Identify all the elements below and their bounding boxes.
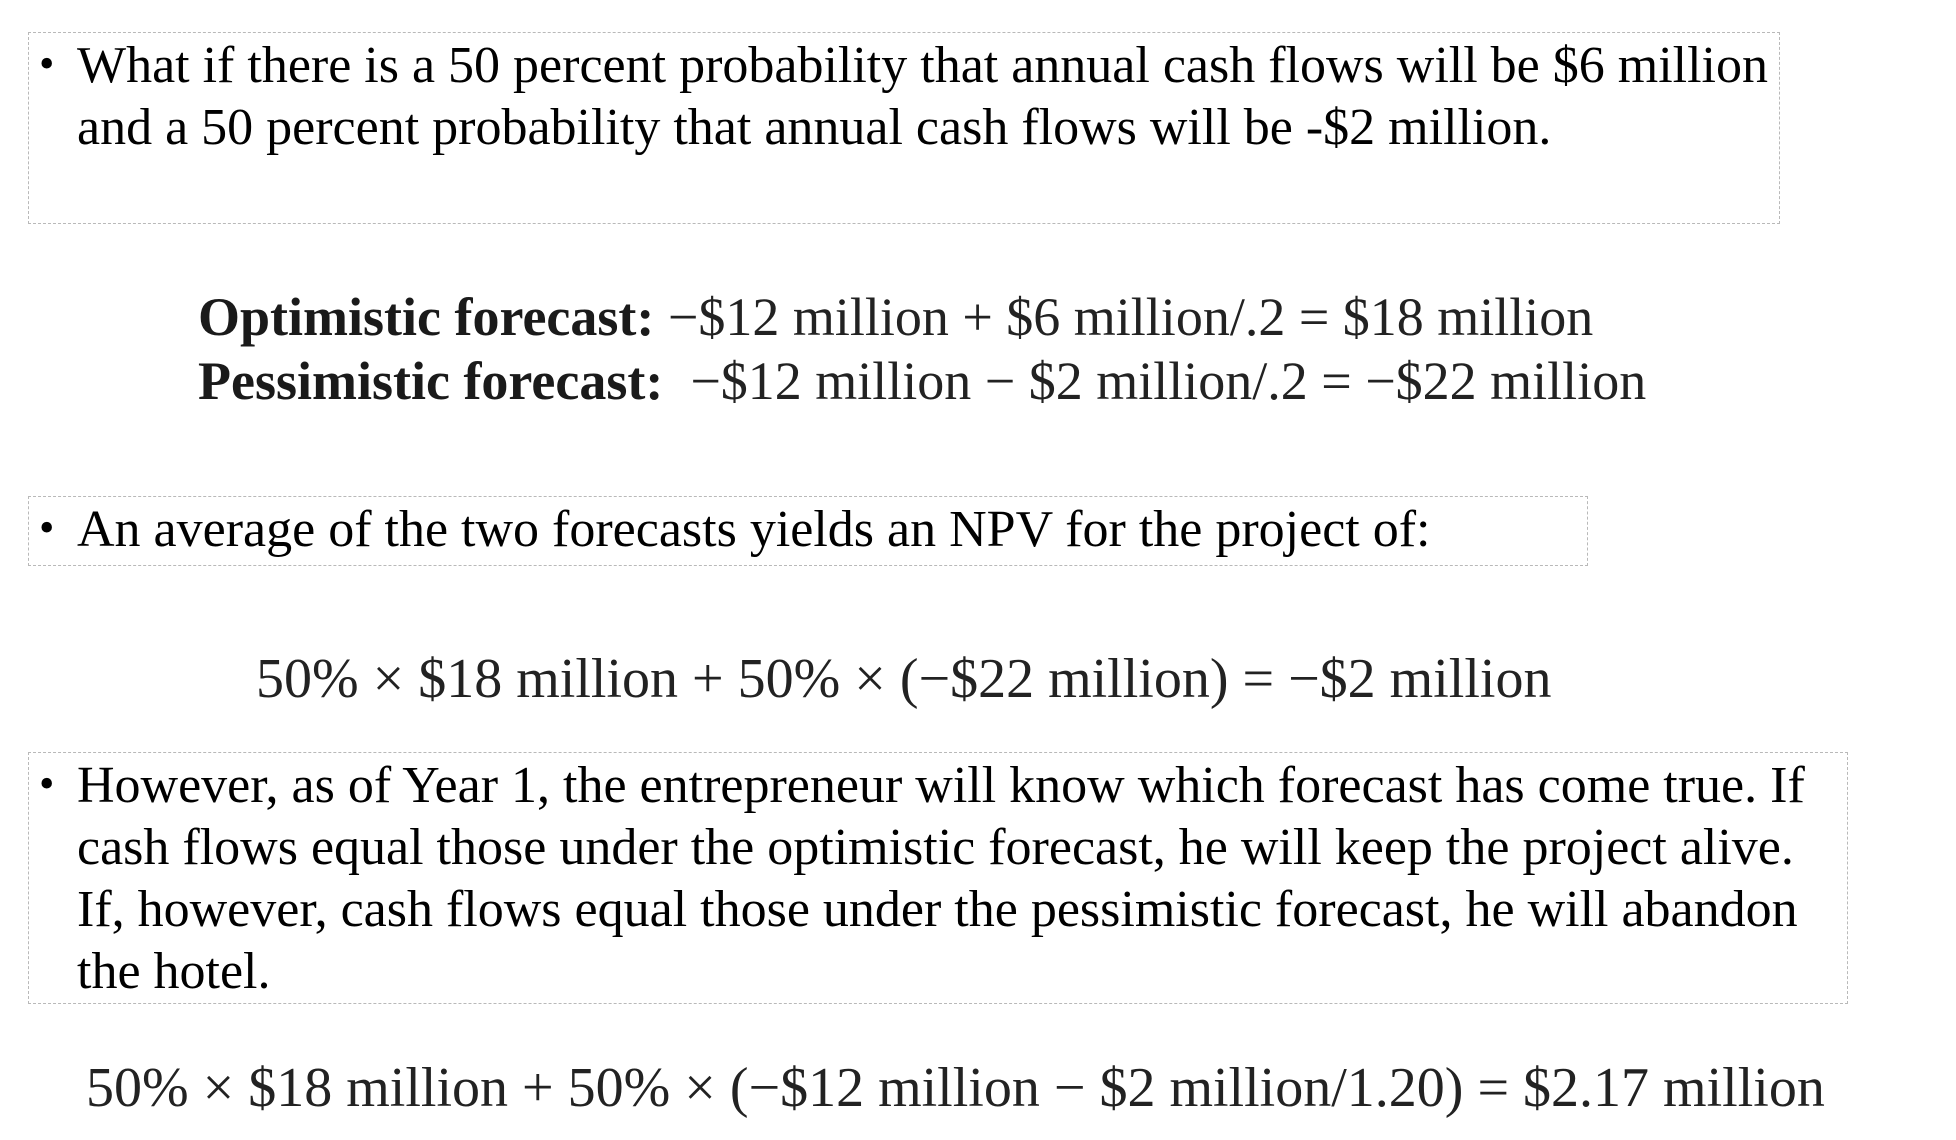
abandonment-npv-formula: 50% × $18 million + 50% × (−$12 million … (86, 1057, 1825, 1119)
optimistic-forecast-expression: −$12 million + $6 million/.2 = $18 milli… (654, 287, 1594, 347)
optimistic-forecast-formula: Optimistic forecast: −$12 million + $6 m… (198, 284, 1593, 350)
bullet-text-box-1: • What if there is a 50 percent probabil… (28, 32, 1780, 224)
pessimistic-forecast-label: Pessimistic forecast: (198, 351, 664, 411)
pessimistic-forecast-expression: −$12 million − $2 million/.2 = −$22 mill… (663, 351, 1647, 411)
bullet-text-3: However, as of Year 1, the entrepreneur … (77, 757, 1805, 1000)
bullet-text-1: What if there is a 50 percent probabilit… (77, 37, 1768, 156)
bullet-text-2: An average of the two forecasts yields a… (77, 501, 1431, 558)
bullet-icon: • (39, 759, 55, 808)
pessimistic-forecast-formula: Pessimistic forecast: −$12 million − $2 … (198, 348, 1646, 414)
average-npv-formula: 50% × $18 million + 50% × (−$22 million)… (256, 648, 1552, 710)
bullet-icon: • (39, 503, 55, 552)
bullet-text-box-3: • However, as of Year 1, the entrepreneu… (28, 752, 1848, 1004)
bullet-text-box-2: • An average of the two forecasts yields… (28, 496, 1588, 566)
optimistic-forecast-label: Optimistic forecast: (198, 287, 655, 347)
bullet-icon: • (39, 39, 55, 88)
